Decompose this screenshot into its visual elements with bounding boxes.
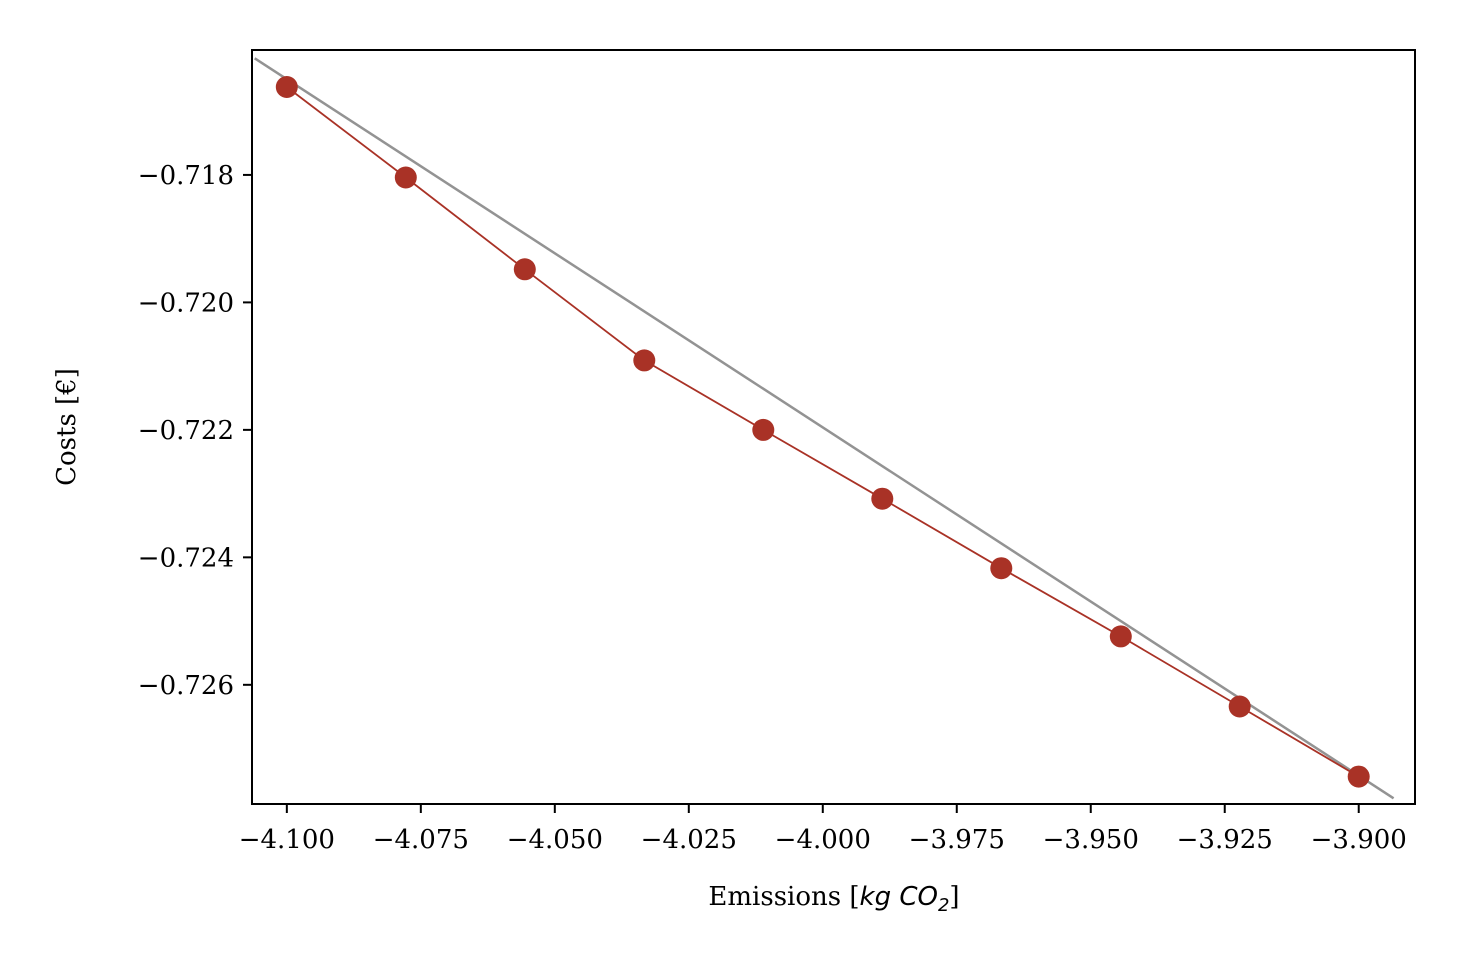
y-tick-label: −0.718 <box>138 161 234 191</box>
x-axis-label: Emissions [kg CO2] <box>708 882 959 916</box>
data-point <box>1347 765 1370 788</box>
x-tick-label: −4.075 <box>373 825 469 855</box>
data-point <box>990 557 1013 580</box>
x-tick-label: −3.950 <box>1043 825 1139 855</box>
data-point <box>1228 695 1251 718</box>
x-tick-label: −4.025 <box>641 825 737 855</box>
y-tick-label: −0.722 <box>138 416 234 446</box>
data-point <box>871 487 894 510</box>
x-tick-label: −3.975 <box>909 825 1005 855</box>
data-point <box>1109 625 1132 648</box>
axes-frame <box>251 49 1416 805</box>
x-tick-label: −4.050 <box>507 825 603 855</box>
series-line <box>286 86 1360 778</box>
x-tick-label: −3.925 <box>1177 825 1273 855</box>
x-tick-label: −4.100 <box>239 825 335 855</box>
x-tick-label: −3.900 <box>1311 825 1407 855</box>
data-point <box>513 258 536 281</box>
x-tick-label: −4.000 <box>775 825 871 855</box>
y-tick-label: −0.724 <box>138 543 234 573</box>
data-point <box>752 418 775 441</box>
data-point <box>633 349 656 372</box>
fit-line <box>254 57 1395 800</box>
y-tick-label: −0.720 <box>138 288 234 318</box>
y-axis-label: Costs [€] <box>52 368 82 486</box>
plot-area <box>254 57 1395 800</box>
axis-ticks: −4.100 −4.075 −4.050 −4.025 −4.000 −3.975 −3.9… <box>138 161 1407 855</box>
data-point <box>394 166 417 189</box>
data-point <box>275 76 298 98</box>
y-tick-label: −0.726 <box>138 671 234 701</box>
